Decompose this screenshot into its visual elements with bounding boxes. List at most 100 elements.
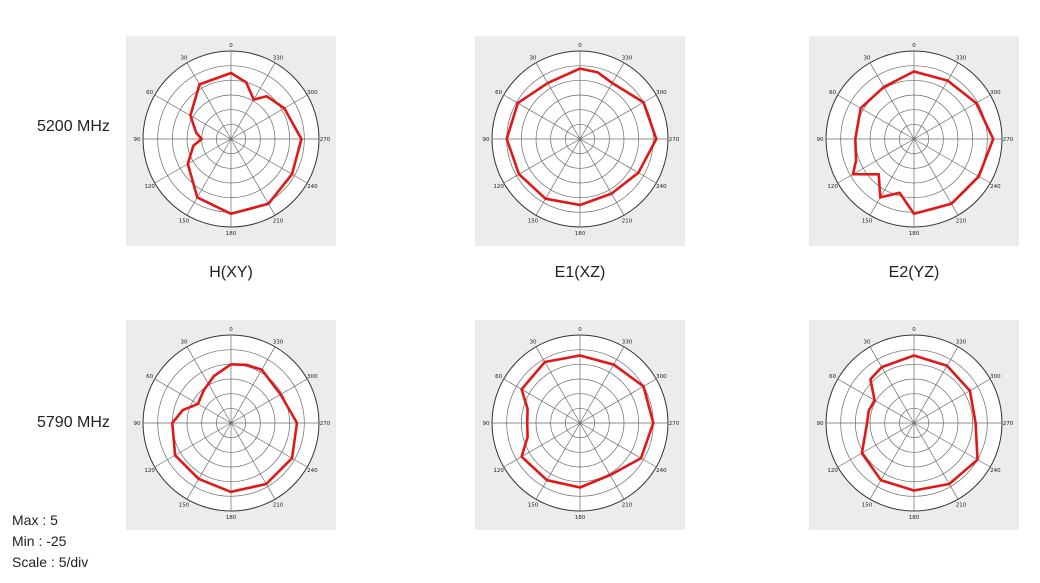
angle-tick-240: 240: [656, 184, 667, 190]
polar-5790-hxy: 0 30 60 90 120 150 180 210 240 270 300 330: [126, 320, 336, 530]
spoke-60: [503, 378, 581, 424]
spoke-240: [230, 422, 308, 468]
spoke-300: [913, 378, 991, 424]
angle-tick-180: 180: [575, 231, 586, 237]
polar-5790-e2yz: 0 30 60 90 120 150 180 210 240 270 300 330: [809, 320, 1019, 530]
angle-tick-300: 300: [307, 374, 318, 380]
scale-legend: Max : 5 Min : -25 Scale : 5/div: [12, 510, 88, 573]
angle-tick-90: 90: [817, 421, 824, 427]
angle-tick-330: 330: [622, 56, 633, 62]
spoke-330: [913, 346, 959, 424]
radiation-pattern-trace: [860, 354, 979, 492]
angle-tick-120: 120: [827, 468, 838, 474]
angle-tick-180: 180: [909, 231, 920, 237]
angle-tick-240: 240: [656, 468, 667, 474]
angle-tick-150: 150: [528, 502, 539, 508]
spoke-30: [869, 346, 915, 424]
spoke-300: [913, 94, 991, 140]
angle-tick-0: 0: [229, 327, 233, 333]
radiation-pattern-trace: [520, 354, 655, 489]
angle-tick-240: 240: [307, 184, 318, 190]
angle-tick-210: 210: [273, 502, 284, 508]
angle-tick-300: 300: [656, 90, 667, 96]
angle-tick-150: 150: [179, 218, 190, 224]
angle-tick-60: 60: [146, 374, 153, 380]
spoke-60: [154, 94, 232, 140]
spoke-330: [230, 62, 276, 140]
row-label-5200: 5200 MHz: [37, 118, 110, 135]
angle-tick-0: 0: [912, 327, 916, 333]
spoke-150: [186, 422, 232, 500]
angle-tick-330: 330: [622, 340, 633, 346]
angle-tick-0: 0: [229, 43, 233, 49]
angle-tick-150: 150: [528, 218, 539, 224]
angle-tick-180: 180: [226, 515, 237, 521]
angle-tick-240: 240: [990, 184, 1001, 190]
angle-tick-210: 210: [273, 218, 284, 224]
radiation-pattern-trace: [851, 70, 995, 216]
spoke-30: [186, 62, 232, 140]
angle-tick-120: 120: [493, 468, 504, 474]
angle-tick-0: 0: [578, 327, 582, 333]
angle-tick-90: 90: [817, 137, 824, 143]
angle-tick-300: 300: [656, 374, 667, 380]
polar-5790-e1xz: 0 30 60 90 120 150 180 210 240 270 300 330: [475, 320, 685, 530]
angle-tick-210: 210: [622, 502, 633, 508]
angle-tick-270: 270: [320, 137, 331, 143]
angle-tick-30: 30: [181, 56, 188, 62]
spoke-120: [503, 138, 581, 184]
angle-tick-90: 90: [483, 421, 490, 427]
polar-5200-hxy: 0 30 60 90 120 150 180 210 240 270 300 330: [126, 36, 336, 246]
spoke-300: [230, 378, 308, 424]
spoke-210: [579, 138, 625, 216]
plane-label-e2yz: E2(YZ): [888, 264, 940, 281]
angle-tick-180: 180: [226, 231, 237, 237]
plane-label-e1xz: E1(XZ): [554, 264, 606, 281]
angle-tick-180: 180: [909, 515, 920, 521]
angle-tick-30: 30: [864, 56, 871, 62]
polar-svg: 0 30 60 90 120 150 180 210 240 270 300 330: [483, 327, 680, 521]
spoke-150: [869, 422, 915, 500]
angle-tick-270: 270: [1003, 421, 1014, 427]
spoke-120: [837, 138, 915, 184]
spoke-210: [230, 422, 276, 500]
polar-5200-e2yz: 0 30 60 90 120 150 180 210 240 270 300 330: [809, 36, 1019, 246]
angle-tick-210: 210: [622, 218, 633, 224]
angle-tick-60: 60: [829, 90, 836, 96]
spoke-150: [535, 422, 581, 500]
spoke-150: [869, 138, 915, 216]
angle-tick-120: 120: [493, 184, 504, 190]
angle-tick-300: 300: [307, 90, 318, 96]
spoke-330: [579, 62, 625, 140]
plane-label-hxy: H(XY): [209, 264, 253, 281]
angle-tick-300: 300: [990, 90, 1001, 96]
angle-tick-0: 0: [578, 43, 582, 49]
angle-tick-90: 90: [134, 137, 141, 143]
angle-tick-240: 240: [307, 468, 318, 474]
spoke-330: [913, 62, 959, 140]
spoke-240: [913, 138, 991, 184]
spoke-210: [913, 138, 959, 216]
spoke-60: [503, 94, 581, 140]
scale-max: Max : 5: [12, 512, 58, 528]
spoke-240: [579, 422, 657, 468]
spoke-150: [535, 138, 581, 216]
spoke-60: [837, 378, 915, 424]
angle-tick-180: 180: [575, 515, 586, 521]
radiation-pattern-trace: [505, 67, 658, 207]
angle-tick-30: 30: [864, 340, 871, 346]
angle-tick-60: 60: [495, 90, 502, 96]
angle-tick-330: 330: [956, 340, 967, 346]
spoke-210: [913, 422, 959, 500]
angle-tick-120: 120: [144, 468, 155, 474]
polar-svg: 0 30 60 90 120 150 180 210 240 270 300 330: [483, 43, 680, 237]
angle-tick-30: 30: [181, 340, 188, 346]
spoke-330: [230, 346, 276, 424]
angle-tick-270: 270: [669, 137, 680, 143]
radiation-pattern-trace: [170, 362, 299, 494]
angle-tick-210: 210: [956, 502, 967, 508]
spoke-210: [579, 422, 625, 500]
angle-tick-120: 120: [827, 184, 838, 190]
angle-tick-60: 60: [146, 90, 153, 96]
spoke-60: [154, 378, 232, 424]
